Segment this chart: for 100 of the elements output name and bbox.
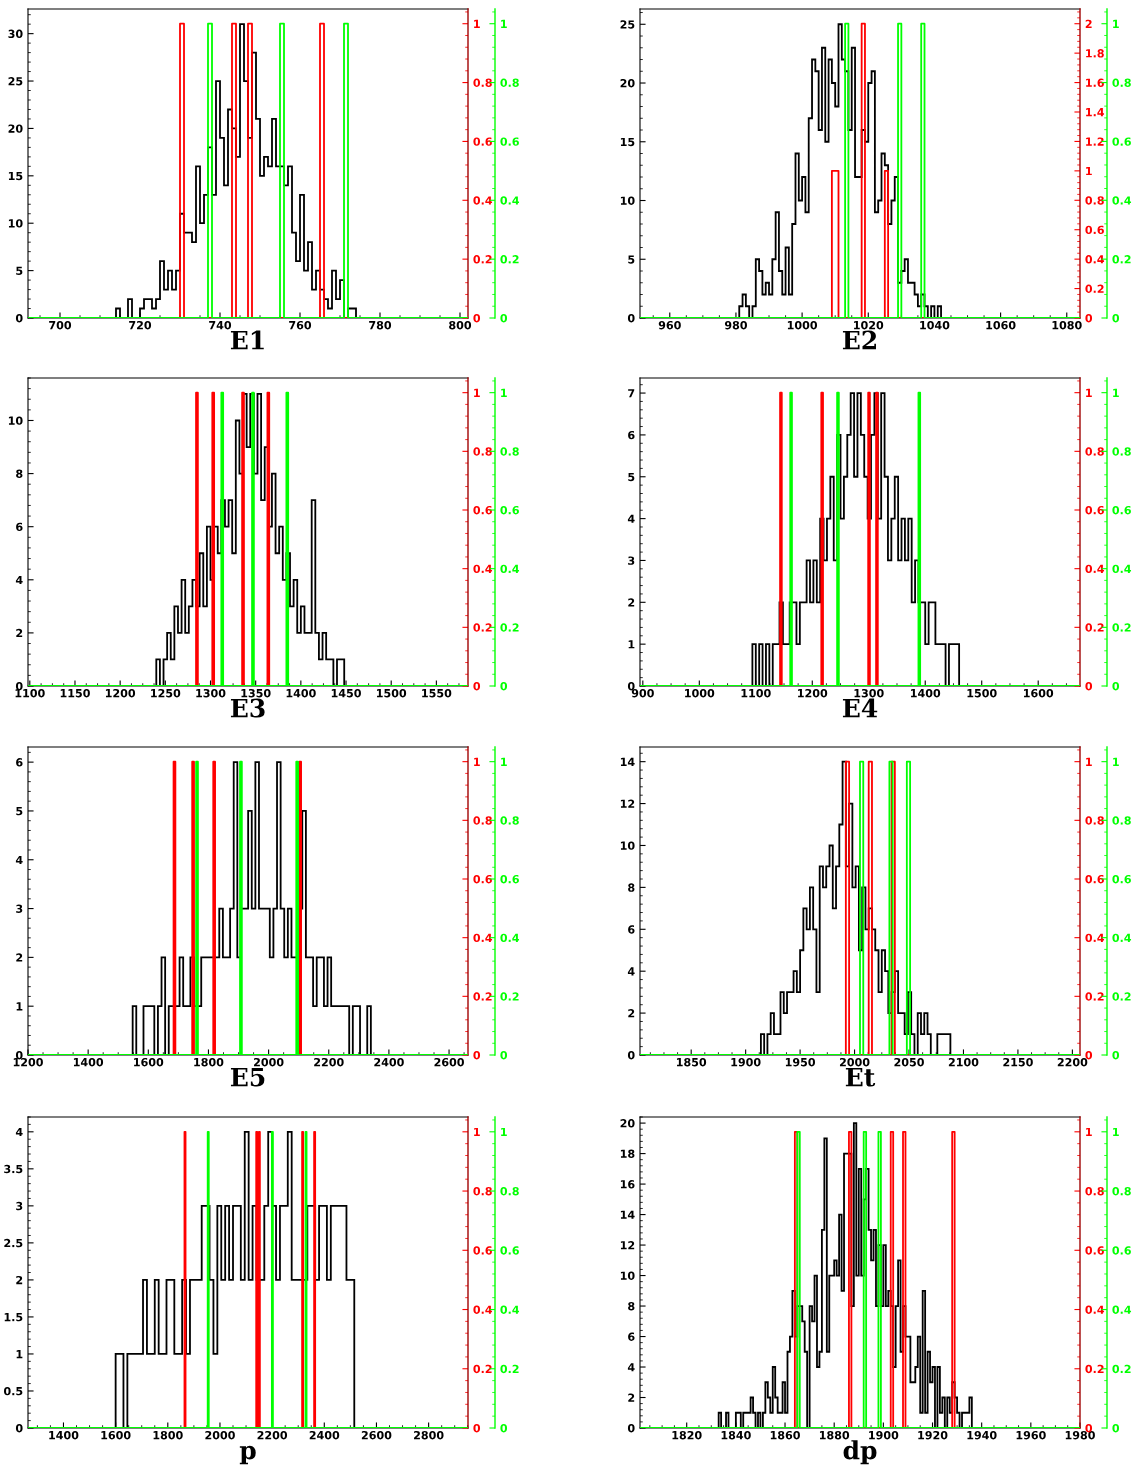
x-tick-label: 1300 (196, 688, 226, 698)
x-axis-title: E5 (230, 1067, 265, 1087)
x-axis-title: E3 (230, 698, 265, 718)
y-tick-label: 10 (620, 1271, 635, 1280)
y-tick-label: 0 (627, 681, 635, 691)
x-tick-label: 700 (49, 320, 72, 330)
x-axis-title: E1 (230, 330, 264, 350)
y2-tick-label: 1 (1086, 388, 1092, 397)
y-tick-label: 4 (627, 514, 635, 523)
y-tick-label: 12 (620, 799, 635, 808)
y2-tick-label: 0.4 (1085, 933, 1105, 943)
x-tick-label: 1600 (1023, 688, 1054, 698)
y2-tick-label: 0.6 (473, 1246, 492, 1255)
y3-tick-label: 0.4 (500, 1305, 520, 1314)
y-tick-label: 2 (628, 1009, 635, 1018)
y-tick-label: 6 (628, 430, 635, 440)
x-tick-label: 1960 (1016, 1430, 1046, 1440)
y2-tick-label: 0.6 (473, 137, 492, 146)
y3-tick-label: 0 (1112, 681, 1120, 691)
y2-tick-label: 0.2 (1085, 992, 1104, 1001)
x-axis-title: E4 (842, 698, 878, 718)
y2-tick-label: 1 (1086, 1127, 1092, 1137)
y-tick-label: 6 (628, 925, 635, 934)
y-tick-label: 2 (16, 628, 23, 638)
y2-tick-label: 0.2 (473, 1364, 492, 1374)
y2-tick-label: 0.4 (1085, 1305, 1105, 1314)
y3-tick-label: 0.2 (500, 255, 519, 264)
y3-tick-label: 0.8 (1112, 447, 1131, 456)
x-tick-label: 2200 (257, 1430, 288, 1440)
y3-tick-label: 1 (1113, 388, 1119, 397)
x-tick-label: 780 (369, 320, 392, 330)
y3-tick-label: 0.2 (500, 1364, 519, 1374)
x-tick-label: 1200 (798, 688, 828, 698)
y2-tick-label: 0.6 (1085, 1246, 1104, 1255)
y2-tick-label: 1 (474, 388, 480, 397)
y3-tick-label: 1 (1113, 19, 1119, 28)
y-tick-label: 16 (620, 1180, 635, 1189)
y2-tick-label: 0.8 (1085, 1187, 1104, 1196)
y3-tick-label: 1 (1113, 1127, 1119, 1137)
x-tick-label: 1020 (854, 320, 884, 330)
y3-tick-label: 0.6 (500, 874, 519, 884)
y-tick-label: 25 (620, 20, 635, 29)
x-tick-label: 1400 (286, 688, 316, 698)
y-tick-label: 20 (620, 1119, 635, 1128)
y-tick-label: 10 (8, 219, 23, 228)
y-tick-label: 6 (628, 1332, 635, 1341)
y2-tick-label: 0.2 (1085, 1364, 1104, 1374)
x-tick-label: 1900 (869, 1430, 899, 1440)
y-tick-label: 0 (15, 1423, 23, 1433)
y3-tick-label: 0 (1112, 1050, 1120, 1060)
y3-tick-label: 0 (1112, 1423, 1120, 1433)
x-tick-label: 1400 (73, 1057, 104, 1067)
y3-tick-label: 0.8 (1112, 816, 1131, 825)
x-tick-label: 2600 (361, 1430, 392, 1440)
x-axis-title: dp (843, 1440, 877, 1465)
y3-tick-label: 0.8 (500, 447, 519, 456)
y-tick-label: 4 (627, 1363, 635, 1372)
y2-tick-label: 0.4 (473, 196, 493, 205)
y2-tick-label: 0.4 (473, 933, 493, 943)
y2-tick-label: 1 (474, 1127, 480, 1137)
y3-tick-label: 1 (501, 1127, 507, 1137)
y-tick-label: 7 (628, 389, 635, 398)
x-tick-label: 1500 (376, 688, 407, 698)
y-tick-label: 14 (620, 757, 635, 766)
y3-tick-label: 0.8 (1112, 78, 1131, 87)
x-tick-label: 2150 (1003, 1057, 1033, 1067)
y-tick-label: 5 (16, 807, 23, 816)
x-tick-label: 1840 (721, 1430, 751, 1440)
y-tick-label: 1.5 (4, 1313, 23, 1322)
y3-tick-label: 1 (501, 757, 507, 766)
y3-tick-label: 0.6 (1112, 874, 1131, 884)
y2-tick-label: 0.2 (473, 623, 492, 632)
y2-tick-label: 1.8 (1086, 49, 1104, 58)
y2-tick-label: 0.4 (473, 564, 493, 574)
x-tick-label: 2400 (374, 1057, 404, 1067)
x-tick-label: 1550 (422, 688, 452, 698)
x-tick-label: 1100 (15, 688, 45, 698)
x-tick-label: 1200 (105, 688, 136, 698)
y3-tick-label: 0.2 (1112, 623, 1131, 632)
x-tick-label: 1040 (920, 320, 950, 330)
y2-tick-label: 1 (1086, 757, 1092, 766)
y3-tick-label: 0 (1112, 313, 1120, 323)
y-tick-label: 15 (8, 171, 23, 181)
y-tick-label: 4 (15, 855, 23, 864)
x-tick-label: 1600 (101, 1430, 131, 1440)
y-tick-label: 4 (627, 967, 635, 976)
y-tick-label: 14 (620, 1210, 635, 1219)
y2-tick-label: 0.2 (473, 255, 492, 264)
y2-tick-label: 1 (474, 19, 480, 28)
y2-tick-label: 0.2 (1085, 623, 1104, 632)
y2-tick-label: 0 (1085, 681, 1093, 691)
y2-tick-label: 0.8 (1085, 447, 1104, 456)
y3-tick-label: 0.6 (1112, 1246, 1131, 1255)
y3-tick-label: 0.6 (500, 505, 519, 515)
y2-tick-label: 0.8 (1085, 196, 1104, 205)
y-tick-label: 0.5 (3, 1386, 23, 1396)
y2-tick-label: 1.4 (1086, 108, 1105, 117)
y-tick-label: 8 (628, 1302, 635, 1311)
x-tick-label: 1600 (134, 1057, 164, 1067)
x-tick-label: 1800 (153, 1430, 183, 1440)
